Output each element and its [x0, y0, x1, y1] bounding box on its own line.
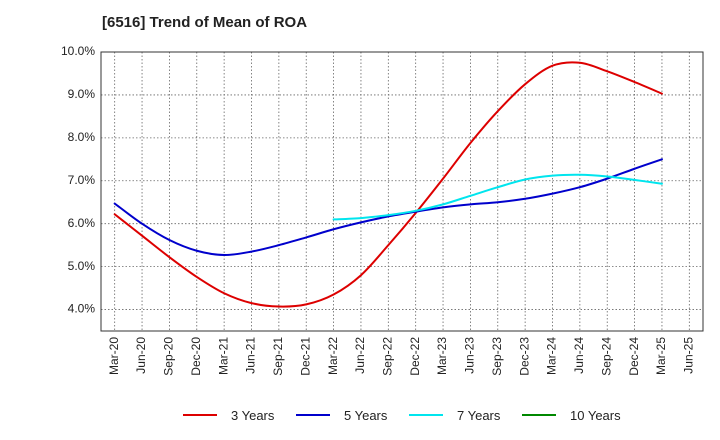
- legend-item-3-years: 3 Years: [183, 404, 274, 426]
- legend-item-5-years: 5 Years: [296, 404, 387, 426]
- chart-title: [6516] Trend of Mean of ROA: [102, 14, 308, 31]
- x-tick-label: Dec-20: [189, 337, 203, 376]
- x-tick-label: Mar-25: [654, 337, 668, 375]
- x-tick-label: Sep-24: [599, 337, 613, 376]
- x-tick-label: Jun-25: [681, 337, 695, 374]
- y-tick-label: 9.0%: [68, 87, 96, 101]
- x-tick-label: Sep-20: [162, 337, 176, 376]
- x-tick-label: Dec-22: [408, 337, 422, 376]
- plot-frame: [100, 51, 704, 332]
- y-tick-label: 8.0%: [68, 130, 96, 144]
- legend-label: 7 Years: [457, 407, 501, 423]
- x-tick-label: Sep-23: [490, 337, 504, 376]
- legend-label: 5 Years: [344, 407, 388, 423]
- series-layer: [113, 61, 663, 308]
- y-tick-labels: 4.0% 5.0% 6.0% 7.0% 8.0% 9.0% 10.0%: [61, 44, 95, 316]
- x-tick-label: Sep-21: [271, 337, 285, 376]
- x-tick-label: Jun-24: [572, 337, 586, 374]
- series-line-5-years: [113, 158, 663, 257]
- legend-swatch: [409, 414, 443, 416]
- x-tick-label: Mar-21: [216, 337, 230, 375]
- y-tick-label: 10.0%: [61, 44, 95, 58]
- y-tick-label: 7.0%: [68, 173, 96, 187]
- legend-item-7-years: 7 Years: [409, 404, 500, 426]
- x-tick-label: Dec-24: [627, 337, 641, 376]
- x-tick-label: Mar-24: [545, 337, 559, 375]
- x-tick-label: Mar-22: [326, 337, 340, 375]
- x-tick-labels: Mar-20 Jun-20 Sep-20 Dec-20 Mar-21 Jun-21 Sep-…: [107, 337, 696, 376]
- legend: 3 Years 5 Years 7 Years 10 Years: [0, 404, 720, 428]
- legend-item-10-years: 10 Years: [522, 404, 621, 426]
- x-tick-label: Jun-22: [353, 337, 367, 374]
- series-line-7-years: [332, 173, 663, 221]
- x-tick-label: Jun-23: [463, 337, 477, 374]
- x-tick-label: Jun-21: [244, 337, 258, 374]
- y-tick-label: 5.0%: [68, 259, 96, 273]
- x-tick-label: Sep-22: [380, 337, 394, 376]
- x-tick-label: Dec-21: [298, 337, 312, 376]
- x-tick-label: Jun-20: [134, 337, 148, 374]
- legend-label: 3 Years: [231, 407, 275, 423]
- x-tick-label: Mar-20: [107, 337, 121, 375]
- series-line-3-years: [113, 61, 663, 308]
- legend-label: 10 Years: [570, 407, 621, 423]
- legend-swatch: [296, 414, 330, 416]
- legend-swatch: [522, 414, 556, 416]
- y-tick-label: 6.0%: [68, 216, 96, 230]
- x-tick-label: Dec-23: [517, 337, 531, 376]
- x-tick-label: Mar-23: [435, 337, 449, 375]
- legend-swatch: [183, 414, 217, 416]
- y-tick-label: 4.0%: [68, 302, 96, 316]
- grid-layer: [101, 51, 703, 331]
